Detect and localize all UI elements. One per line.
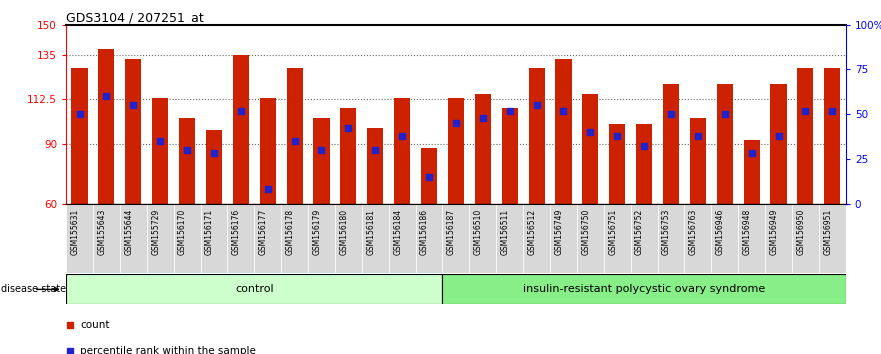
Bar <box>792 204 818 273</box>
Bar <box>825 68 840 204</box>
Bar <box>260 98 276 204</box>
Bar <box>717 84 733 204</box>
Bar <box>663 84 679 204</box>
Bar <box>66 204 93 273</box>
Bar <box>657 204 685 273</box>
Bar <box>555 58 572 204</box>
Bar <box>206 130 222 204</box>
Bar <box>711 204 738 273</box>
Bar <box>201 204 227 273</box>
Bar <box>771 84 787 204</box>
Bar <box>421 148 437 204</box>
Text: GSM156186: GSM156186 <box>420 209 429 255</box>
Text: GSM156187: GSM156187 <box>447 209 456 255</box>
Text: GSM156170: GSM156170 <box>178 209 187 255</box>
Text: GSM156946: GSM156946 <box>715 209 725 256</box>
Text: GSM156763: GSM156763 <box>689 209 698 256</box>
Bar <box>529 68 544 204</box>
Bar <box>416 204 442 273</box>
Bar <box>442 274 846 304</box>
Text: percentile rank within the sample: percentile rank within the sample <box>80 346 256 354</box>
Bar <box>308 204 335 273</box>
Bar <box>389 204 416 273</box>
Text: GSM156749: GSM156749 <box>554 209 564 256</box>
Text: GSM156184: GSM156184 <box>393 209 402 255</box>
Bar <box>281 204 308 273</box>
Bar <box>147 204 174 273</box>
Bar <box>609 124 626 204</box>
Text: GSM155631: GSM155631 <box>70 209 79 255</box>
Text: GSM156181: GSM156181 <box>366 209 375 255</box>
Bar <box>475 94 491 204</box>
Bar <box>125 58 141 204</box>
Bar <box>603 204 631 273</box>
Bar <box>120 204 147 273</box>
Bar <box>286 68 303 204</box>
Bar <box>367 128 383 204</box>
Bar <box>690 118 706 204</box>
Bar <box>314 118 329 204</box>
Text: GSM155643: GSM155643 <box>98 209 107 256</box>
Bar <box>523 204 550 273</box>
Bar <box>227 204 255 273</box>
Text: GSM156171: GSM156171 <box>205 209 214 255</box>
Bar <box>179 118 195 204</box>
Bar <box>685 204 711 273</box>
Text: GSM156512: GSM156512 <box>528 209 537 255</box>
Bar <box>738 204 765 273</box>
Text: control: control <box>235 284 274 295</box>
Text: GSM156951: GSM156951 <box>824 209 833 255</box>
Bar <box>71 68 87 204</box>
Bar <box>362 204 389 273</box>
Text: GSM156177: GSM156177 <box>259 209 268 255</box>
Bar <box>233 55 249 204</box>
Text: GDS3104 / 207251_at: GDS3104 / 207251_at <box>66 11 204 24</box>
Bar <box>394 98 411 204</box>
Bar <box>550 204 577 273</box>
Bar <box>174 204 201 273</box>
Bar <box>496 204 523 273</box>
Bar <box>818 204 846 273</box>
Text: GSM156949: GSM156949 <box>769 209 779 256</box>
Bar <box>577 204 603 273</box>
Bar <box>797 68 813 204</box>
Text: GSM156948: GSM156948 <box>743 209 751 255</box>
Bar <box>93 204 120 273</box>
Text: disease state: disease state <box>2 284 66 295</box>
Text: insulin-resistant polycystic ovary syndrome: insulin-resistant polycystic ovary syndr… <box>523 284 766 295</box>
Bar <box>636 124 652 204</box>
Bar <box>66 274 442 304</box>
Bar <box>152 98 168 204</box>
Bar <box>448 98 464 204</box>
Bar <box>99 48 115 204</box>
Bar <box>744 140 759 204</box>
Bar <box>501 108 518 204</box>
Text: GSM156751: GSM156751 <box>608 209 618 255</box>
Bar <box>765 204 792 273</box>
Text: GSM156753: GSM156753 <box>662 209 671 256</box>
Text: GSM155729: GSM155729 <box>152 209 160 255</box>
Text: GSM156510: GSM156510 <box>474 209 483 255</box>
Text: GSM156176: GSM156176 <box>232 209 241 255</box>
Text: GSM156752: GSM156752 <box>635 209 644 255</box>
Bar <box>335 204 362 273</box>
Text: GSM156180: GSM156180 <box>339 209 348 255</box>
Bar <box>442 204 470 273</box>
Text: GSM156750: GSM156750 <box>581 209 590 256</box>
Bar <box>470 204 496 273</box>
Bar <box>340 108 357 204</box>
Text: GSM156179: GSM156179 <box>313 209 322 255</box>
Text: count: count <box>80 320 109 330</box>
Bar <box>631 204 657 273</box>
Bar <box>582 94 598 204</box>
Text: GSM156950: GSM156950 <box>796 209 805 256</box>
Bar <box>255 204 281 273</box>
Text: GSM156511: GSM156511 <box>500 209 510 255</box>
Text: GSM156178: GSM156178 <box>285 209 294 255</box>
Text: GSM155644: GSM155644 <box>124 209 133 256</box>
